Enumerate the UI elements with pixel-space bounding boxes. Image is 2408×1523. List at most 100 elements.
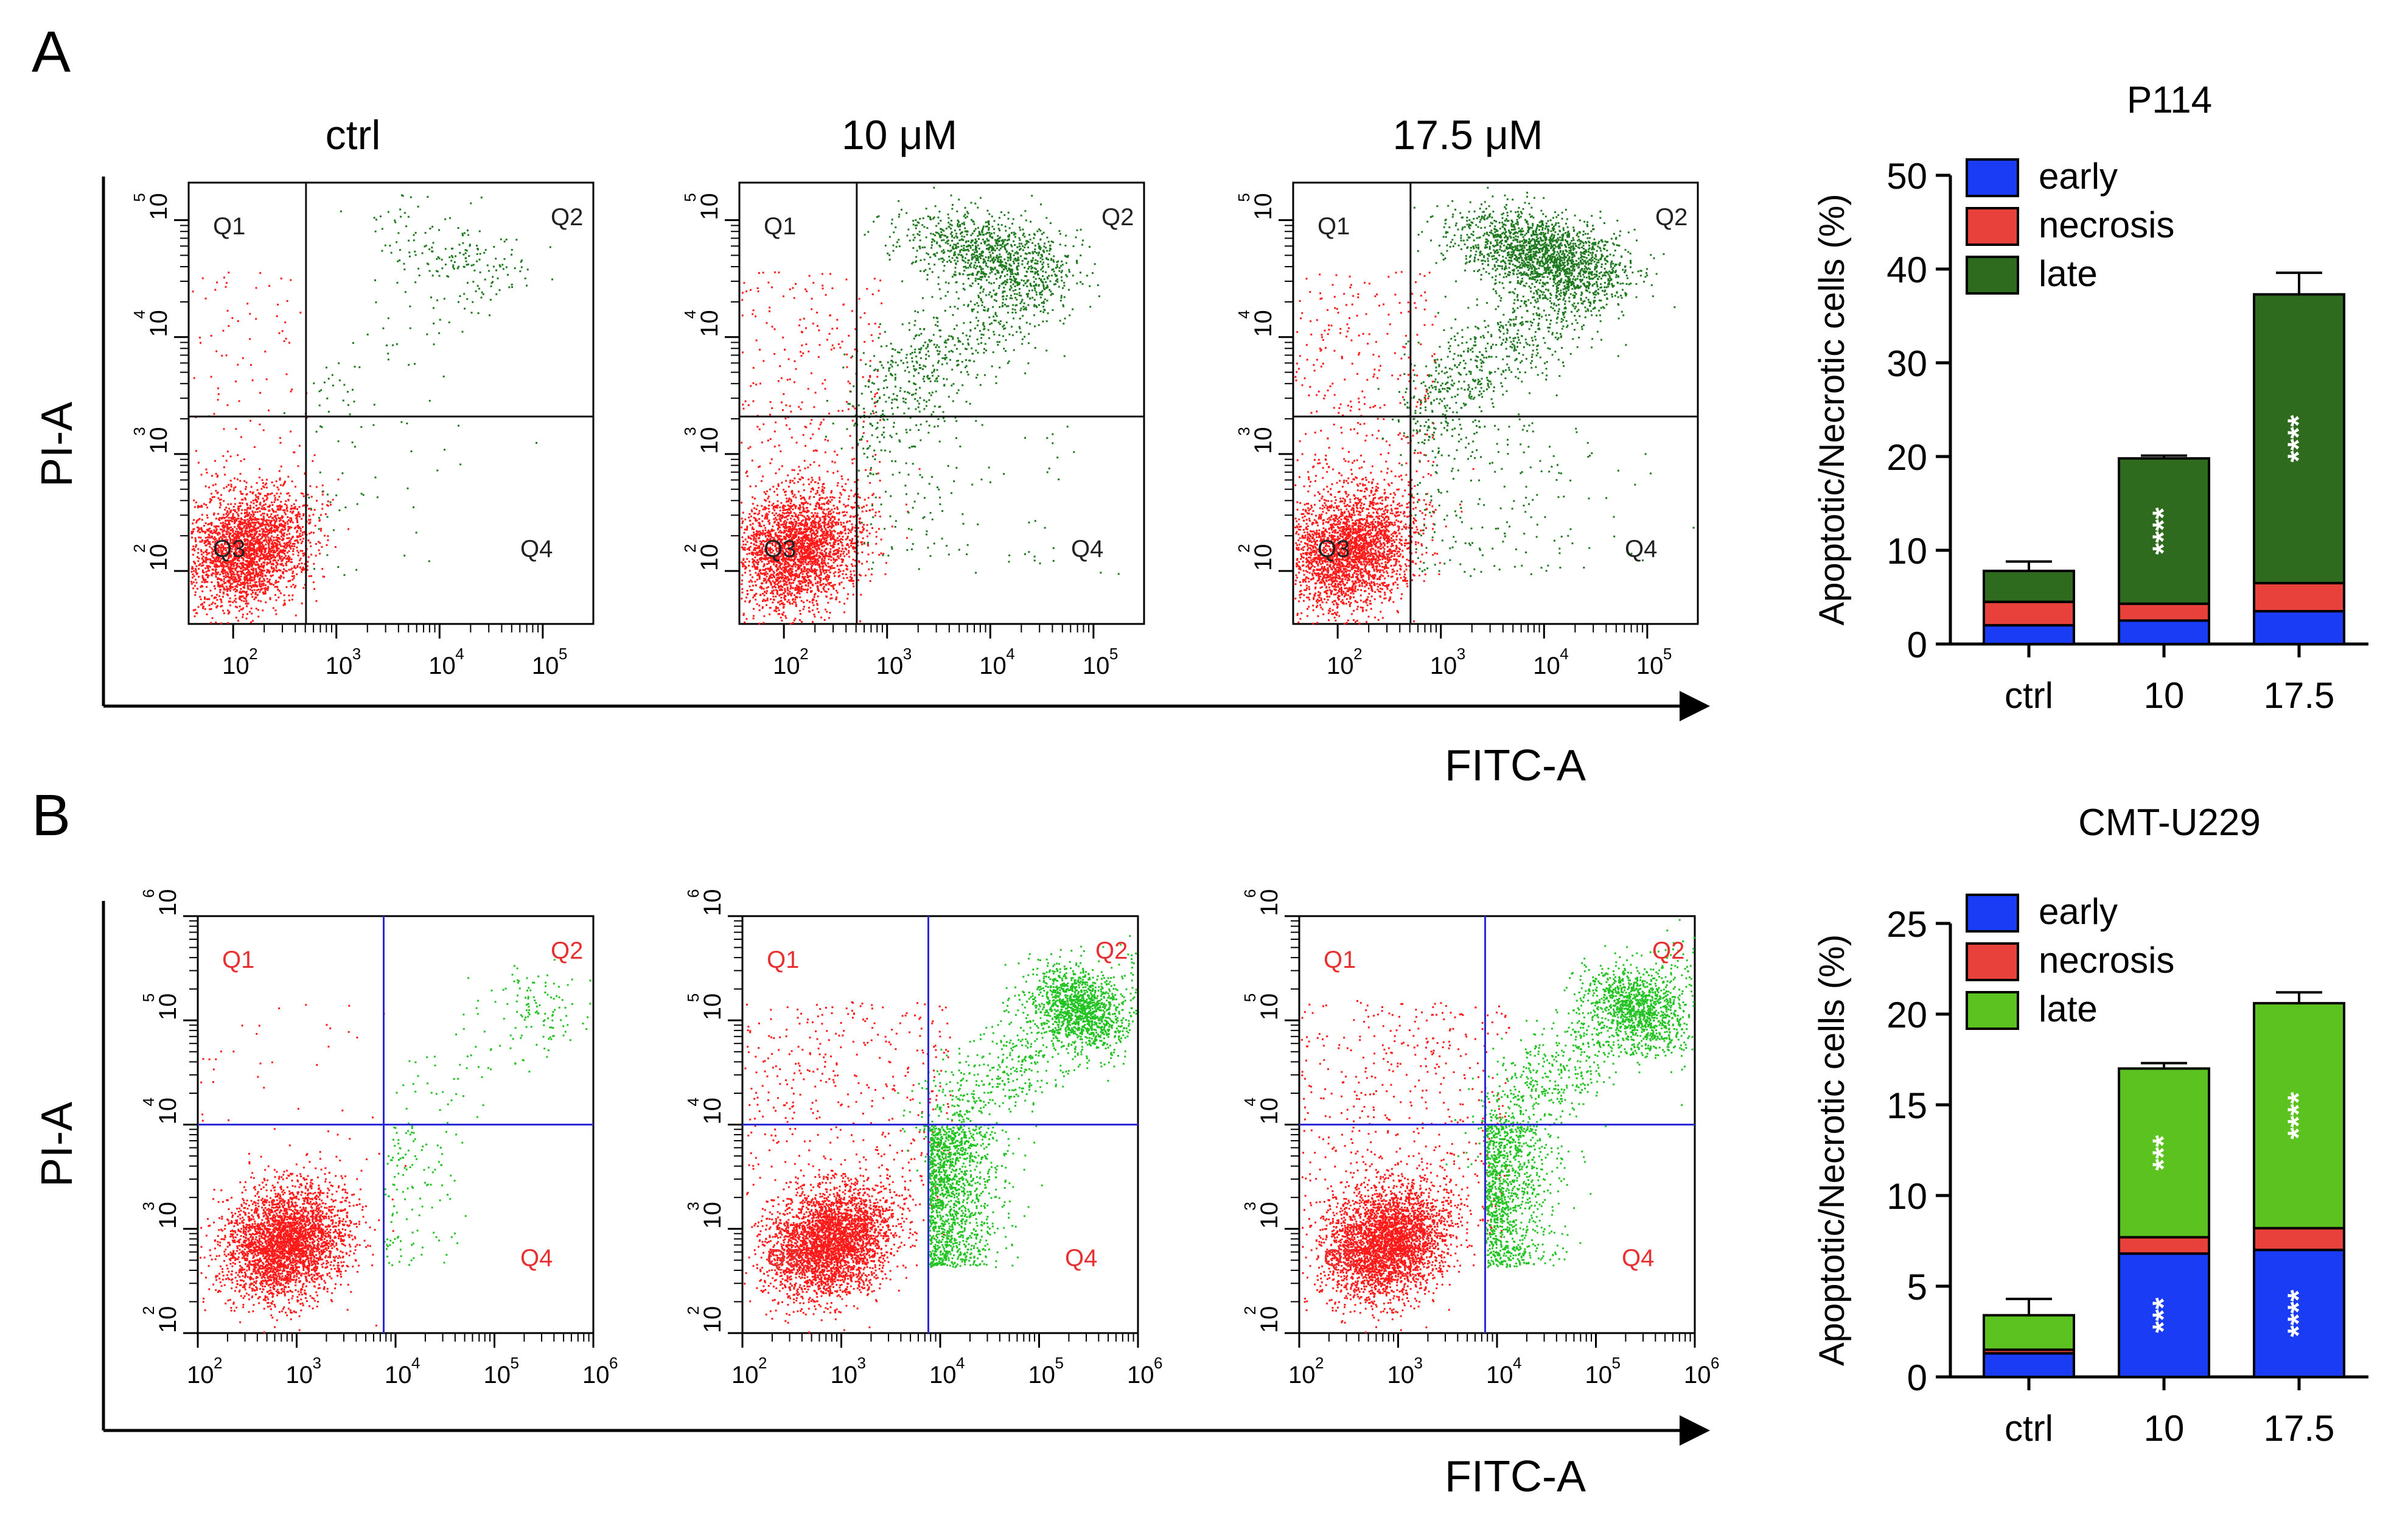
data-dot [274, 593, 276, 596]
data-dot [219, 591, 222, 593]
data-dot [297, 542, 299, 544]
data-dot [222, 533, 224, 536]
data-dot [240, 567, 242, 570]
data-dot [811, 609, 814, 612]
data-dot [845, 532, 846, 534]
data-dot [212, 572, 215, 575]
x-tick-exponent: 4 [455, 645, 464, 663]
data-dot [280, 500, 282, 503]
data-dot [298, 506, 301, 508]
data-dot [772, 586, 774, 588]
data-dot [312, 460, 314, 462]
data-dot [232, 518, 234, 520]
data-dot [268, 506, 271, 508]
data-dot [206, 586, 208, 588]
data-dot [284, 503, 286, 505]
data-dot [263, 518, 265, 520]
data-dot [865, 574, 867, 576]
data-dot [247, 520, 250, 523]
data-dot [772, 486, 775, 488]
data-dot [216, 605, 218, 607]
data-dot [746, 558, 749, 560]
data-dot [841, 547, 843, 550]
data-dot [767, 497, 769, 500]
data-dot [219, 561, 222, 563]
data-dot [744, 518, 747, 520]
data-dot [283, 594, 285, 597]
data-dot [470, 312, 473, 314]
data-dot [274, 517, 277, 519]
data-dot [835, 559, 837, 561]
data-dot [400, 215, 402, 218]
data-dot [236, 564, 238, 566]
data-dot [840, 564, 843, 566]
data-dot [222, 572, 224, 574]
data-dot [850, 573, 853, 576]
data-dot [267, 532, 270, 534]
data-dot [837, 523, 839, 525]
data-dot [819, 556, 822, 558]
data-dot [344, 506, 347, 509]
data-dot [464, 249, 467, 251]
data-dot [836, 589, 837, 592]
data-dot [819, 581, 822, 584]
data-dot [773, 514, 776, 516]
data-dot [270, 523, 273, 526]
data-dot [232, 575, 235, 578]
data-dot [234, 503, 236, 505]
data-dot [826, 471, 829, 473]
data-dot [749, 513, 751, 515]
data-dot [279, 484, 282, 486]
data-dot [281, 528, 284, 530]
data-dot [338, 362, 340, 365]
data-dot [200, 598, 202, 600]
data-dot [770, 584, 772, 586]
data-dot [257, 555, 260, 558]
data-dot [768, 523, 770, 525]
data-dot [230, 573, 232, 575]
data-dot [775, 512, 777, 514]
data-dot [310, 508, 312, 510]
data-dot [215, 557, 218, 559]
data-dot [787, 593, 789, 596]
data-dot [242, 614, 244, 616]
data-dot [267, 589, 269, 591]
data-dot [249, 584, 251, 587]
data-dot [832, 587, 835, 590]
data-dot [236, 511, 238, 514]
data-dot [256, 563, 259, 565]
data-dot [206, 581, 209, 583]
data-dot [478, 287, 480, 290]
data-dot [780, 617, 782, 619]
data-dot [823, 572, 826, 575]
data-dot [761, 541, 763, 543]
data-dot [262, 566, 265, 569]
data-dot [229, 536, 231, 539]
data-dot [861, 543, 864, 545]
data-dot [842, 536, 844, 538]
data-dot [239, 570, 242, 573]
data-dot [302, 526, 304, 528]
data-dot [302, 514, 304, 517]
data-dot [787, 526, 790, 528]
data-dot [229, 604, 231, 606]
data-dot [269, 537, 271, 539]
data-dot [273, 511, 275, 513]
data-dot [221, 528, 223, 531]
data-dot [265, 539, 268, 541]
data-dot [223, 500, 225, 502]
data-dot [828, 526, 829, 528]
data-dot [755, 485, 757, 488]
data-dot [296, 546, 298, 548]
data-dot [217, 577, 219, 579]
data-dot [769, 613, 771, 615]
data-dot [818, 555, 820, 557]
data-dot [807, 502, 809, 505]
data-dot [832, 567, 834, 569]
data-dot [800, 537, 802, 539]
quadrant-label-q3: Q3 [213, 536, 245, 562]
data-dot [222, 595, 224, 598]
data-dot [827, 503, 829, 505]
data-dot [275, 511, 277, 513]
data-dot [748, 581, 750, 583]
